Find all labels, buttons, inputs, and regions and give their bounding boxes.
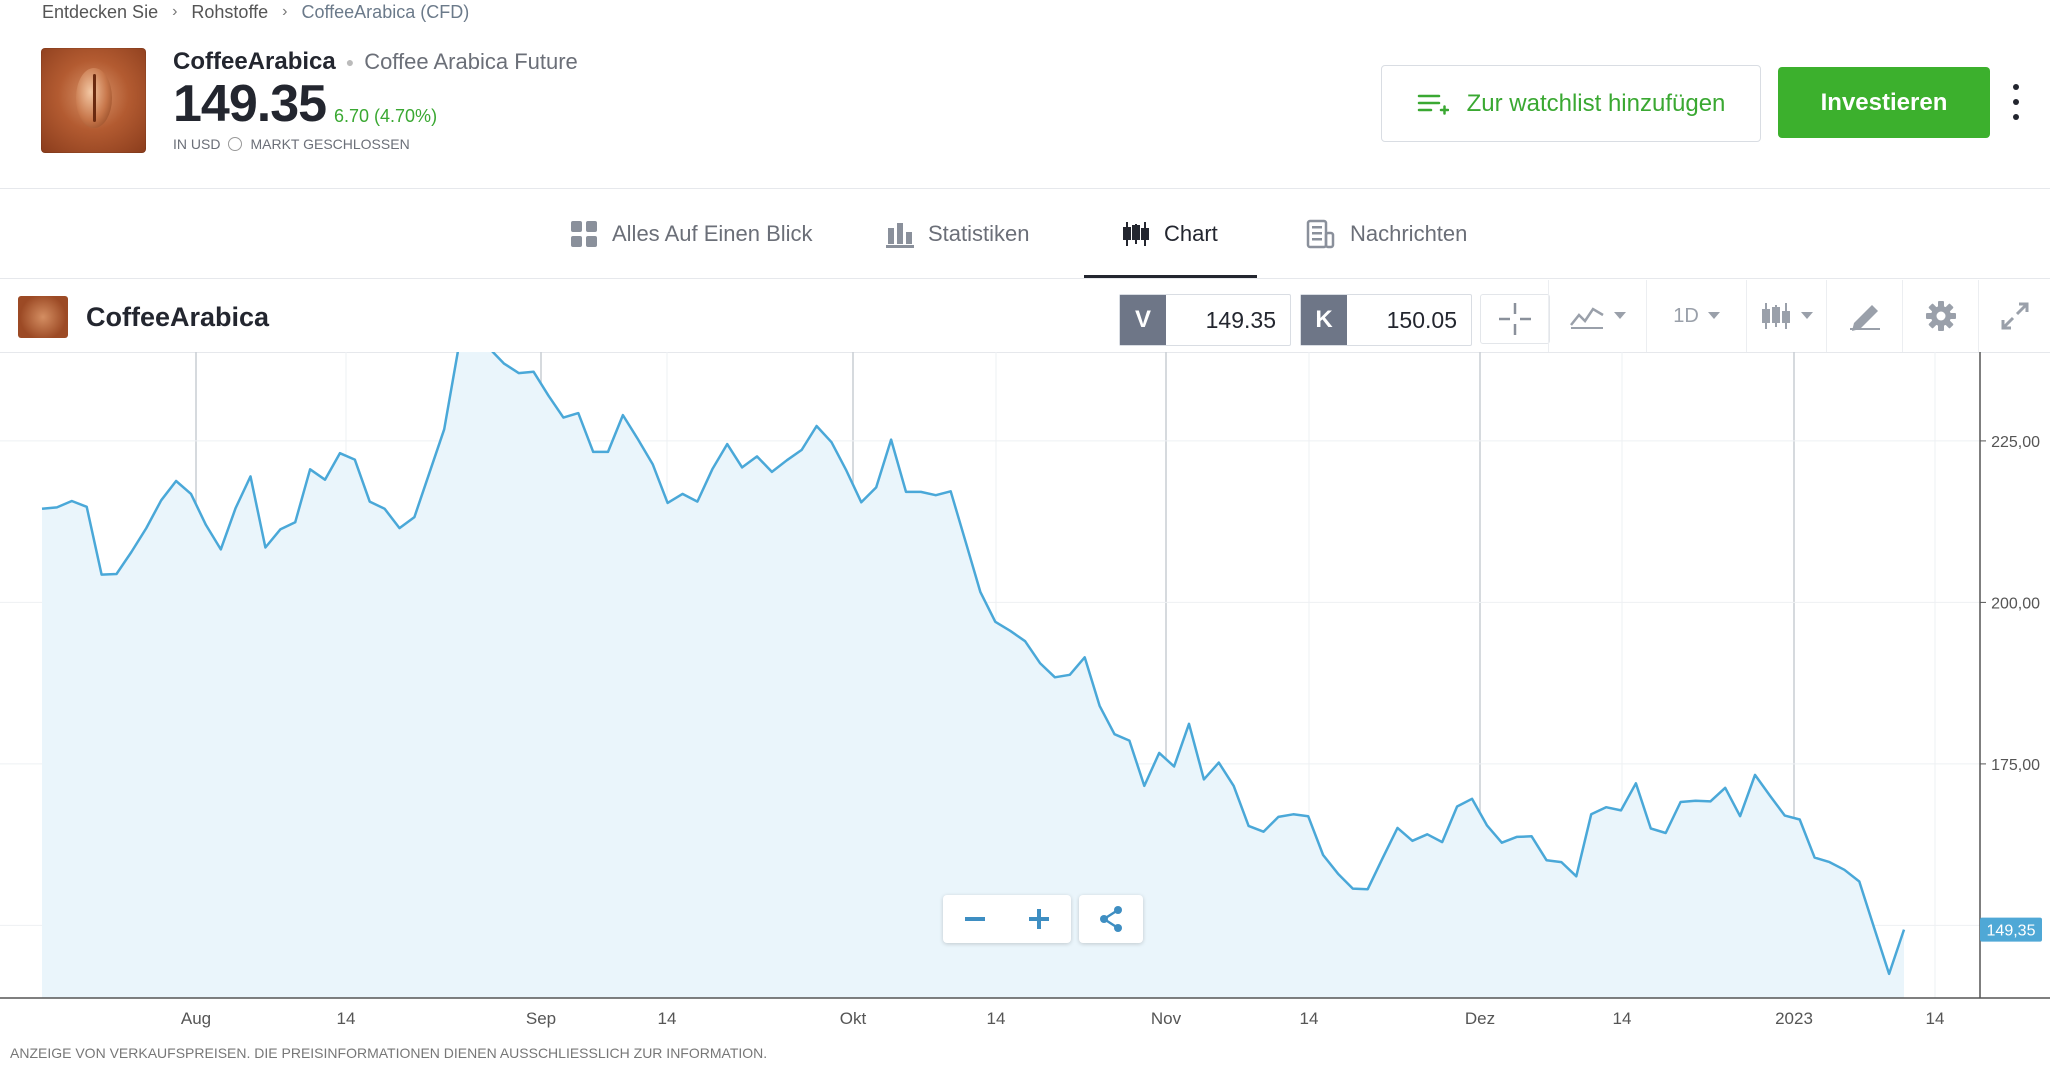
chevron-right-icon: › — [172, 3, 178, 20]
tab-label: Chart — [1164, 221, 1218, 246]
tab-news[interactable]: Nachrichten — [1306, 190, 1467, 278]
instrument-logo-small — [18, 296, 68, 338]
header-divider — [0, 188, 2050, 189]
minus-icon — [965, 917, 985, 921]
instrument-price: 149.35 — [173, 75, 327, 133]
share-button[interactable] — [1079, 895, 1143, 943]
plus-icon — [1029, 909, 1049, 929]
breadcrumb-item-entdecken[interactable]: Entdecken Sie — [42, 1, 159, 22]
price-line — [41, 343, 1906, 976]
gear-icon — [1926, 301, 1956, 331]
chevron-down-icon — [1614, 312, 1626, 319]
buy-label: K — [1301, 295, 1347, 345]
sell-price-box[interactable]: V 149.35 — [1119, 294, 1291, 346]
interval-select[interactable]: 1D — [1646, 280, 1747, 352]
sell-label: V — [1120, 295, 1166, 345]
crosshair-button[interactable] — [1480, 294, 1550, 344]
chart-instrument-name: CoffeeArabica — [86, 302, 270, 332]
y-tick-label: 175,00 — [1991, 757, 2040, 774]
breadcrumb-item-current: CoffeeArabica (CFD) — [301, 1, 470, 22]
instrument-logo — [41, 48, 146, 153]
crosshair-icon — [1499, 303, 1531, 335]
watchlist-label: Zur watchlist hinzufügen — [1466, 89, 1726, 117]
chevron-down-icon — [1707, 312, 1720, 319]
tab-label: Statistiken — [928, 221, 1030, 246]
share-icon — [1100, 906, 1122, 932]
x-tick-label: 14 — [658, 1009, 677, 1028]
x-tick-label: Sep — [526, 1009, 556, 1028]
x-tick-label: 14 — [987, 1009, 1006, 1028]
x-tick-label: 14 — [1926, 1009, 1945, 1028]
line-chart-icon — [1570, 307, 1604, 329]
instrument-header: CoffeeArabica ● Coffee Arabica Future — [173, 48, 578, 76]
x-tick-label: 14 — [1613, 1009, 1632, 1028]
buy-value: 150.05 — [1386, 306, 1457, 333]
chart-zoom-controls — [943, 895, 1143, 943]
y-tick-label: 225,00 — [1991, 434, 2040, 451]
currency-label: IN USD — [173, 136, 221, 152]
buy-price-box[interactable]: K 150.05 — [1300, 294, 1472, 346]
price-disclaimer: ANZEIGE VON VERKAUFSPREISEN. DIE PREISIN… — [10, 1045, 768, 1061]
breadcrumb: Entdecken Sie › Rohstoffe › CoffeeArabic… — [42, 0, 469, 24]
x-tick-label: 2023 — [1775, 1009, 1813, 1028]
chart-settings-button[interactable] — [1902, 280, 1979, 352]
pencil-icon — [1850, 305, 1880, 331]
x-tick-label: Aug — [181, 1009, 211, 1028]
breadcrumb-item-rohstoffe[interactable]: Rohstoffe — [191, 1, 269, 22]
x-tick-label: 14 — [337, 1009, 356, 1028]
fullscreen-button[interactable] — [1978, 280, 2050, 352]
instrument-full-name: Coffee Arabica Future — [364, 49, 578, 74]
instrument-name: CoffeeArabica — [173, 48, 336, 75]
chart-type-select[interactable] — [1746, 280, 1827, 352]
x-tick-label: Nov — [1151, 1009, 1182, 1028]
price-chart[interactable]: Aug 14 Sep 14 Okt 14 Nov 14 Dez 14 2023 14 225,00 200… — [0, 343, 2050, 1042]
drawing-tools-button[interactable] — [1826, 280, 1903, 352]
news-icon — [1306, 219, 1335, 249]
market-info: IN USD MARKT GESCHLOSSEN — [173, 136, 410, 152]
tab-bar: Alles Auf Einen Blick Statistiken Chart … — [0, 190, 2050, 278]
separator-dot-icon: ● — [345, 54, 355, 70]
last-price-label-bg — [1980, 917, 2042, 942]
zoom-out-button[interactable] — [943, 895, 1007, 943]
zoom-in-button[interactable] — [1007, 895, 1071, 943]
add-to-watchlist-button[interactable]: Zur watchlist hinzufügen — [1381, 65, 1761, 142]
x-tick-label: Okt — [840, 1009, 867, 1028]
last-price-label: 149,35 — [1987, 923, 2036, 940]
tabs-divider — [0, 278, 2050, 279]
watchlist-add-icon — [1417, 94, 1449, 115]
interval-value: 1D — [1673, 304, 1699, 327]
chart-compare-button[interactable] — [1548, 280, 1647, 352]
chart-toolbar: CoffeeArabica V 149.35 K 150.05 1D — [0, 280, 2050, 353]
tab-statistics[interactable]: Statistiken — [886, 190, 1030, 278]
more-options-icon[interactable] — [2006, 84, 2026, 120]
price-change: 6.70 (4.70%) — [334, 106, 438, 126]
candlestick-icon — [1762, 303, 1790, 329]
tab-overview[interactable]: Alles Auf Einen Blick — [570, 190, 813, 278]
tab-label: Alles Auf Einen Blick — [612, 221, 813, 246]
y-tick-label: 200,00 — [1991, 595, 2040, 612]
market-status: MARKT GESCHLOSSEN — [250, 136, 410, 152]
clock-icon — [228, 137, 243, 151]
chevron-right-icon: › — [282, 3, 288, 20]
tab-chart[interactable]: Chart — [1122, 190, 1218, 278]
candlestick-icon — [1123, 222, 1149, 246]
sell-value: 149.35 — [1205, 306, 1276, 333]
invest-button[interactable]: Investieren — [1778, 67, 1990, 138]
x-tick-label: Dez — [1465, 1009, 1495, 1028]
x-tick-label: 14 — [1300, 1009, 1319, 1028]
grid-icon — [571, 221, 597, 247]
chevron-down-icon — [1801, 312, 1813, 319]
price-chart-svg[interactable]: Aug 14 Sep 14 Okt 14 Nov 14 Dez 14 2023 14 225,00 200… — [0, 343, 2050, 1042]
expand-icon — [2001, 302, 2029, 330]
active-tab-indicator — [1084, 275, 1257, 278]
price-area-fill — [42, 344, 1904, 999]
tab-label: Nachrichten — [1350, 221, 1468, 246]
bar-chart-icon — [886, 223, 914, 248]
